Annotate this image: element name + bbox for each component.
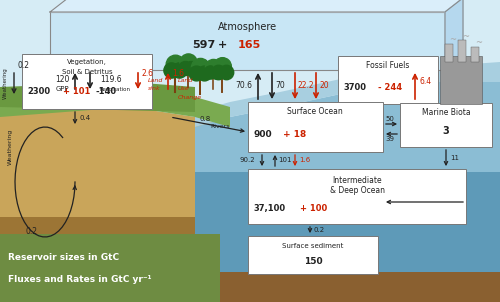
Text: 3: 3: [442, 126, 450, 136]
Bar: [458, 40, 466, 62]
Text: Change: Change: [178, 95, 202, 99]
Text: 0.2: 0.2: [314, 227, 325, 233]
Point: [175, 68, 183, 72]
Text: Weathering: Weathering: [2, 67, 7, 99]
Bar: [0, 272, 500, 302]
Polygon shape: [0, 107, 230, 302]
Polygon shape: [0, 217, 230, 302]
Text: Soil & Detritus: Soil & Detritus: [62, 69, 112, 75]
Text: 150: 150: [304, 257, 322, 266]
Text: ~: ~: [475, 38, 482, 47]
Text: 120: 120: [55, 76, 69, 85]
Point: [200, 70, 208, 75]
Text: Respiration: Respiration: [100, 88, 131, 92]
Text: GPP: GPP: [55, 86, 69, 92]
Point: [192, 70, 200, 75]
Text: 37,100: 37,100: [253, 204, 285, 213]
Text: 50: 50: [386, 116, 394, 122]
Polygon shape: [0, 82, 195, 112]
Text: 1.6: 1.6: [172, 69, 184, 79]
Text: 2.6: 2.6: [142, 69, 154, 79]
Text: 90.2: 90.2: [240, 157, 255, 163]
Bar: [50, 12, 445, 70]
Bar: [400, 103, 492, 147]
Point: [209, 64, 217, 69]
Polygon shape: [195, 82, 500, 302]
Text: 3700: 3700: [343, 83, 366, 92]
Text: Fluxes and Rates in GtC yr⁻¹: Fluxes and Rates in GtC yr⁻¹: [8, 275, 152, 284]
Text: Reservoir sizes in GtC: Reservoir sizes in GtC: [8, 252, 119, 262]
Polygon shape: [0, 97, 230, 127]
Text: 597: 597: [192, 40, 215, 50]
Text: Weathering: Weathering: [8, 129, 12, 165]
Point: [222, 69, 230, 74]
Text: 20: 20: [319, 81, 328, 89]
Bar: [445, 44, 453, 62]
Text: + 18: + 18: [283, 130, 306, 139]
Text: 6.4: 6.4: [420, 78, 432, 86]
Text: 11: 11: [450, 155, 459, 161]
Text: 0.4: 0.4: [80, 115, 91, 121]
Text: Land: Land: [178, 79, 194, 83]
Text: 119.6: 119.6: [100, 76, 122, 85]
Text: +: +: [218, 40, 231, 50]
Text: Land: Land: [148, 79, 164, 83]
Text: Atmosphere: Atmosphere: [218, 22, 276, 32]
Text: 2300: 2300: [27, 87, 50, 96]
Point: [171, 62, 179, 66]
Text: 0.2: 0.2: [25, 227, 37, 236]
Polygon shape: [195, 172, 500, 302]
Text: 900: 900: [253, 130, 272, 139]
Text: Surface Ocean: Surface Ocean: [287, 107, 343, 116]
Point: [196, 65, 204, 69]
Point: [188, 65, 196, 70]
Text: + 101: + 101: [63, 87, 90, 96]
Bar: [0, 234, 220, 302]
Text: 0.8: 0.8: [200, 116, 211, 122]
Polygon shape: [445, 0, 463, 70]
Text: 39: 39: [386, 136, 394, 142]
Text: Surface sediment: Surface sediment: [282, 243, 344, 249]
Point: [180, 65, 188, 70]
Bar: [440, 56, 482, 104]
Point: [206, 69, 214, 74]
Text: 165: 165: [238, 40, 261, 50]
Point: [184, 60, 192, 65]
Text: Vegetation,: Vegetation,: [67, 59, 107, 65]
Text: sink: sink: [148, 86, 160, 92]
Point: [212, 69, 220, 74]
Bar: [248, 102, 383, 152]
Text: ~: ~: [449, 35, 456, 44]
Text: 22.2: 22.2: [298, 81, 314, 89]
Bar: [338, 56, 438, 104]
Point: [214, 69, 222, 74]
Point: [167, 68, 175, 72]
Bar: [471, 47, 479, 62]
Text: 70.6: 70.6: [235, 81, 252, 89]
Text: 0.2: 0.2: [17, 62, 29, 70]
Text: - 244: - 244: [378, 83, 402, 92]
Text: -140: -140: [95, 87, 116, 96]
Text: Rivers: Rivers: [210, 124, 230, 130]
Point: [218, 64, 226, 69]
Text: & Deep Ocean: & Deep Ocean: [330, 186, 384, 195]
Text: 1.6: 1.6: [299, 157, 310, 163]
Text: Intermediate: Intermediate: [332, 176, 382, 185]
Text: Use: Use: [178, 86, 190, 92]
Bar: [248, 169, 466, 224]
Text: ~: ~: [462, 32, 469, 41]
Text: 101: 101: [278, 157, 291, 163]
Polygon shape: [195, 62, 500, 127]
Text: 70: 70: [275, 81, 285, 89]
Bar: [248, 236, 378, 274]
Text: + 100: + 100: [300, 204, 327, 213]
Polygon shape: [50, 0, 463, 12]
Text: Fossil Fuels: Fossil Fuels: [366, 61, 410, 70]
Text: Marine Biota: Marine Biota: [422, 108, 470, 117]
Bar: [22, 54, 152, 109]
